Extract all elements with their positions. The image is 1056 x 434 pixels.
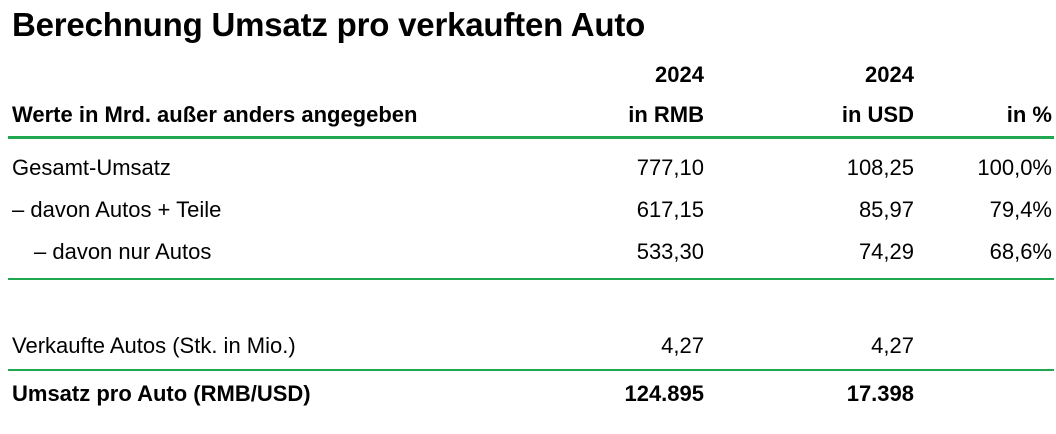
col-rmb-unit: in RMB xyxy=(628,102,704,127)
row-usd-value: 85,97 xyxy=(858,197,914,222)
revenue-per-car-usd: 17.398 xyxy=(846,381,914,406)
row-pct-value: 79,4% xyxy=(989,197,1052,222)
sold-cars-usd: 4,27 xyxy=(871,333,914,358)
row-usd-value: 74,29 xyxy=(858,239,914,264)
col-rmb-year: 2024 xyxy=(655,62,704,87)
section-divider xyxy=(8,278,1054,280)
total-divider xyxy=(8,369,1054,371)
row-rmb-value: 777,10 xyxy=(636,155,704,180)
row-label: – davon Autos + Teile xyxy=(12,197,222,222)
row-label: Gesamt-Umsatz xyxy=(12,155,171,180)
page-title: Berechnung Umsatz pro verkauften Auto xyxy=(12,6,646,43)
row-rmb-value: 617,15 xyxy=(636,197,704,222)
row-pct-value: 68,6% xyxy=(989,239,1052,264)
header-divider xyxy=(8,136,1054,139)
col-pct-unit: in % xyxy=(1006,102,1052,127)
col-usd-year: 2024 xyxy=(865,62,914,87)
row-pct-value: 100,0% xyxy=(977,155,1052,180)
col-usd-unit: in USD xyxy=(841,102,914,127)
row-rmb-value: 533,30 xyxy=(636,239,704,264)
revenue-per-car-rmb: 124.895 xyxy=(624,381,704,406)
sold-cars-rmb: 4,27 xyxy=(661,333,704,358)
sold-cars-label: Verkaufte Autos (Stk. in Mio.) xyxy=(12,333,296,358)
revenue-per-car-label: Umsatz pro Auto (RMB/USD) xyxy=(12,381,311,406)
table-header-label: Werte in Mrd. außer anders angegeben xyxy=(12,102,418,127)
row-usd-value: 108,25 xyxy=(846,155,914,180)
row-label: – davon nur Autos xyxy=(34,239,212,264)
